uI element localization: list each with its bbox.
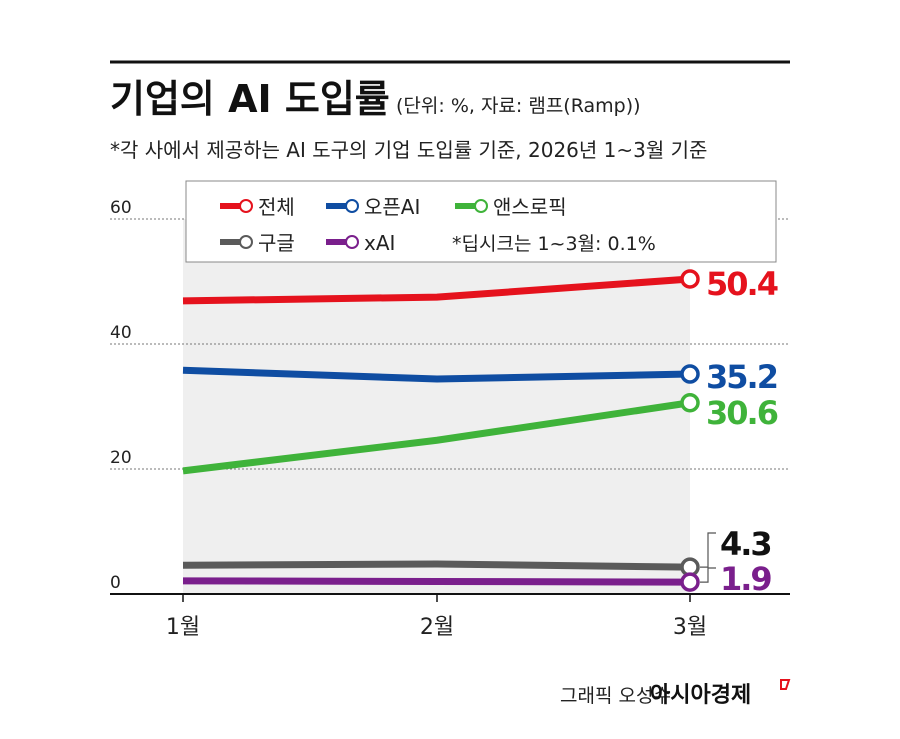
end-value-label: 35.2 [706, 358, 777, 396]
end-marker [680, 393, 700, 413]
legend-marker [239, 199, 253, 213]
credit: 그래픽 오성수 [560, 685, 671, 707]
plot-background [183, 219, 690, 594]
legend-note: *딥시크는 1~3월: 0.1% [452, 233, 656, 255]
legend-label: xAI [364, 231, 395, 255]
brand-mark-icon [780, 679, 791, 690]
legend-box [185, 180, 777, 263]
end-value-label: 4.3 [720, 525, 771, 563]
y-tick-label: 40 [110, 323, 132, 343]
end-value-label: 1.9 [720, 560, 771, 598]
y-tick-label: 60 [110, 198, 132, 218]
y-tick-label: 20 [110, 448, 132, 468]
x-tick-label: 3월 [673, 615, 707, 640]
unit-note: (단위: %, 자료: 램프(Ramp)) [396, 95, 641, 117]
x-tick-label: 2월 [420, 615, 454, 640]
end-marker [680, 364, 700, 384]
end-marker [680, 269, 700, 289]
legend-label: 전체 [258, 195, 295, 219]
series-line-전체 [182, 275, 691, 305]
legend-marker [345, 235, 359, 249]
series-line-앤스로픽 [182, 399, 691, 475]
chart-subtitle: *각 사에서 제공하는 AI 도구의 기업 도입률 기준, 2026년 1~3월… [110, 138, 707, 162]
series-line-오픈AI [182, 366, 691, 383]
legend-marker [345, 199, 359, 213]
legend-label: 앤스로픽 [493, 195, 567, 219]
leader-line [700, 532, 716, 568]
brand-logo: 아시아경제 [650, 683, 751, 708]
end-marker [680, 572, 700, 592]
x-tick-label: 1월 [166, 615, 200, 640]
legend-marker [474, 199, 488, 213]
end-value-label: 50.4 [706, 265, 778, 303]
leader-line [700, 567, 716, 583]
chart-title: 기업의 AI 도입률 [110, 77, 390, 121]
series-line-구글 [182, 560, 691, 571]
end-value-label: 30.6 [706, 394, 778, 432]
legend-label: 오픈AI [364, 195, 420, 219]
y-tick-label: 0 [110, 573, 121, 593]
legend-label: 구글 [258, 231, 295, 255]
series-line-xAI [182, 577, 691, 586]
legend-marker [239, 235, 253, 249]
